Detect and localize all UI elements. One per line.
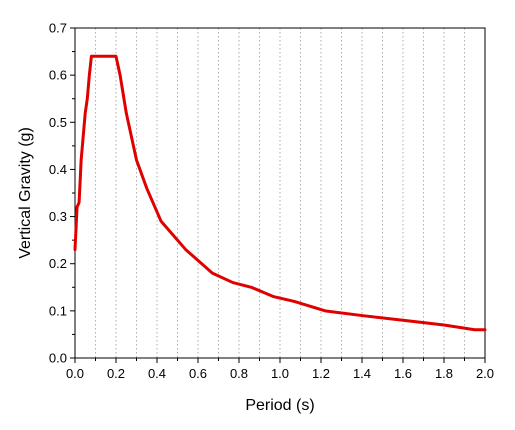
x-tick-label: 2.0 bbox=[476, 366, 494, 381]
y-tick-label: 0.7 bbox=[49, 21, 67, 36]
y-tick-label: 0.0 bbox=[49, 351, 67, 366]
y-tick-label: 0.2 bbox=[49, 256, 67, 271]
x-tick-label: 1.8 bbox=[435, 366, 453, 381]
x-tick-label: 0.4 bbox=[148, 366, 166, 381]
x-tick-label: 1.2 bbox=[312, 366, 330, 381]
x-tick-label: 1.6 bbox=[394, 366, 412, 381]
x-tick-label: 0.8 bbox=[230, 366, 248, 381]
grid-lines bbox=[95, 28, 465, 358]
x-tick-label: 0.0 bbox=[66, 366, 84, 381]
y-tick-label: 0.1 bbox=[49, 303, 67, 318]
x-tick-label: 1.0 bbox=[271, 366, 289, 381]
axes: 0.0 0.2 0.4 0.6 0.8 1.0 1.2 1.4 1.6 1.8 2.0 0.0 0.1 0… bbox=[49, 21, 494, 382]
spectrum-line bbox=[73, 54, 487, 332]
y-tick-label: 0.4 bbox=[49, 162, 67, 177]
data-series bbox=[73, 54, 487, 332]
y-tick-label: 0.6 bbox=[49, 68, 67, 83]
x-tick-label: 0.2 bbox=[107, 366, 125, 381]
y-tick-label: 0.3 bbox=[49, 209, 67, 224]
y-tick-label: 0.5 bbox=[49, 115, 67, 130]
x-tick-label: 1.4 bbox=[353, 366, 371, 381]
y-axis-title: Vertical Gravity (g) bbox=[17, 127, 34, 259]
x-tick-label: 0.6 bbox=[189, 366, 207, 381]
x-axis-title: Period (s) bbox=[245, 397, 314, 414]
